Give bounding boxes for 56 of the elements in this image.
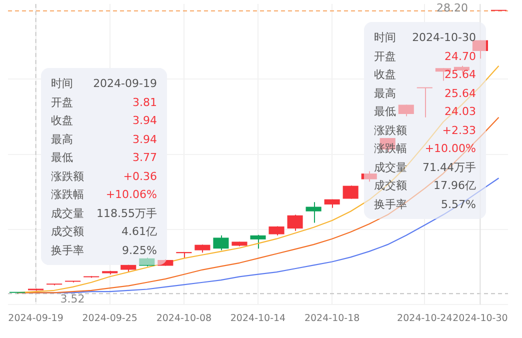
- annotation: 3.94: [132, 114, 157, 129]
- x-tick-label: 2024-09-25: [82, 312, 138, 324]
- annotation: 成交量: [374, 160, 407, 176]
- x-tick-label: 2024-10-18: [304, 312, 360, 324]
- annotation: 涨跌幅: [51, 188, 84, 203]
- x-tick-label: 2024-09-19: [8, 312, 64, 324]
- x-tick-label: 2024-10-30: [452, 312, 508, 324]
- x-tick-label: 2024-10-08: [156, 312, 212, 324]
- annotation: 9.25%: [122, 244, 157, 258]
- annotation: 换手率: [51, 244, 84, 258]
- annotation: +10.00%: [424, 142, 476, 157]
- annotation: 成交量: [51, 206, 84, 222]
- annotation: 开盘: [51, 96, 73, 110]
- annotation: 3.94: [132, 132, 157, 148]
- annotation: 最高: [51, 132, 73, 148]
- annotation: +0.36: [123, 170, 157, 184]
- annotation: 时间: [51, 77, 73, 92]
- annotation: 成交额: [374, 179, 407, 194]
- annotation: 最高: [374, 86, 396, 102]
- candlestick: [268, 226, 284, 236]
- candlestick: [250, 234, 266, 250]
- annotation: 118.55万手: [96, 206, 157, 222]
- annotation: 4.61亿: [122, 225, 157, 240]
- annotation: 最低: [374, 105, 396, 120]
- annotation: 涨跌额: [51, 170, 84, 184]
- annotation: 3.81: [132, 96, 157, 110]
- annotation: 71.44万手: [422, 160, 476, 176]
- annotation: 25.64: [444, 68, 476, 83]
- annotation: 涨跌额: [374, 124, 407, 138]
- candlestick: [342, 185, 358, 200]
- x-tick-label: 2024-10-24: [397, 312, 452, 324]
- annotation: 开盘: [374, 50, 396, 64]
- annotation: 收盘: [374, 68, 396, 83]
- annotation: 收盘: [51, 114, 73, 129]
- candlestick: [416, 87, 432, 118]
- candlestick: [213, 234, 229, 251]
- annotation: 3.77: [132, 151, 157, 166]
- annotation: 5.57%: [441, 198, 476, 212]
- annotation: 24.03: [444, 105, 476, 120]
- annotation: 17.96亿: [434, 179, 476, 194]
- annotation: 涨跌幅: [374, 142, 407, 157]
- ref-line-label: 28.20: [436, 2, 468, 15]
- x-tick-label: 2024-10-14: [230, 312, 286, 324]
- annotation: 2024-10-30: [412, 31, 476, 46]
- annotation: +2.33: [442, 124, 476, 138]
- annotation: 换手率: [374, 198, 407, 212]
- annotation: 时间: [374, 31, 396, 46]
- annotation: 成交额: [51, 225, 84, 240]
- candlestick: [306, 202, 322, 224]
- annotation: 25.64: [444, 86, 476, 102]
- annotation: +10.06%: [106, 188, 157, 203]
- ref-line-label: 3.52: [60, 292, 85, 306]
- annotation: 24.70: [444, 50, 476, 64]
- candlestick: [287, 214, 303, 232]
- annotation: 2024-09-19: [93, 77, 157, 92]
- annotation: 最低: [51, 151, 73, 166]
